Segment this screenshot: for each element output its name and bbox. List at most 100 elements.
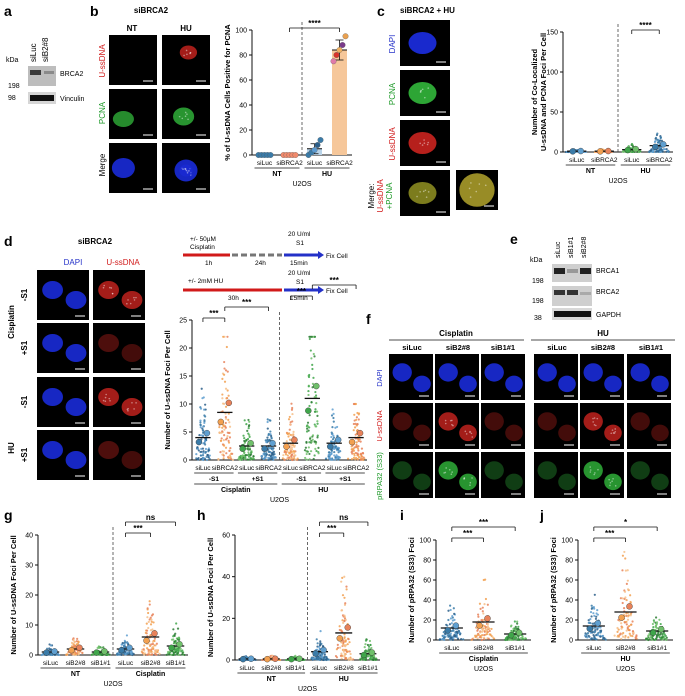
nuclear-focus bbox=[427, 87, 430, 89]
microscopy-tile bbox=[534, 403, 578, 449]
data-point bbox=[341, 619, 344, 622]
data-point bbox=[442, 630, 445, 634]
data-point bbox=[620, 622, 623, 625]
data-point bbox=[316, 658, 319, 661]
data-point bbox=[343, 637, 346, 640]
data-point bbox=[343, 652, 346, 656]
cell-nucleus bbox=[537, 461, 557, 480]
data-point bbox=[344, 618, 347, 622]
x-tick-label: siBRCA2 bbox=[212, 465, 239, 472]
data-point bbox=[336, 425, 339, 429]
x-tick-label: siBRCA2 bbox=[343, 465, 370, 472]
nuclear-focus bbox=[133, 299, 136, 301]
cell-nucleus bbox=[651, 375, 669, 393]
data-point bbox=[597, 631, 600, 634]
data-point bbox=[658, 149, 661, 152]
data-point bbox=[203, 440, 207, 443]
data-point bbox=[75, 640, 78, 643]
data-point bbox=[293, 444, 296, 447]
y-axis-label: Number of pRPA32 (S33) Foci bbox=[407, 537, 416, 643]
nuclear-focus bbox=[133, 296, 135, 299]
cell-nucleus bbox=[179, 164, 193, 177]
replicate-mean bbox=[618, 614, 625, 621]
nuclear-focus bbox=[443, 472, 445, 474]
replicate-mean bbox=[577, 147, 584, 155]
data-point bbox=[207, 447, 210, 450]
data-point bbox=[224, 415, 227, 419]
data-point bbox=[305, 452, 308, 456]
blot-band bbox=[580, 292, 591, 295]
data-point bbox=[296, 457, 299, 460]
panel-label-g: g bbox=[4, 507, 13, 523]
y-tick-label: 10 bbox=[25, 623, 33, 630]
data-point bbox=[665, 148, 668, 151]
data-point bbox=[510, 624, 513, 627]
data-point bbox=[330, 453, 333, 456]
nuclear-focus bbox=[597, 468, 599, 471]
data-point bbox=[601, 634, 605, 637]
data-point bbox=[339, 42, 346, 48]
data-point bbox=[222, 402, 226, 405]
nuclear-focus bbox=[184, 167, 187, 170]
replicate-mean bbox=[261, 445, 268, 452]
data-point bbox=[271, 448, 274, 451]
data-point bbox=[222, 444, 226, 447]
nuclear-focus bbox=[469, 484, 471, 486]
merge-label: U-ssDNA bbox=[376, 179, 385, 213]
data-point bbox=[337, 456, 340, 459]
data-point bbox=[222, 457, 225, 460]
data-point bbox=[222, 438, 225, 442]
data-point bbox=[311, 367, 314, 371]
x-tick-label: siLuc bbox=[312, 665, 328, 672]
schematic-text: 15min bbox=[290, 295, 308, 302]
nuclear-focus bbox=[614, 428, 617, 430]
replicate-mean bbox=[264, 655, 271, 663]
data-point bbox=[242, 434, 245, 437]
data-point bbox=[272, 453, 275, 456]
data-point bbox=[451, 638, 455, 641]
data-point bbox=[346, 650, 350, 653]
data-point bbox=[353, 413, 356, 416]
data-point bbox=[249, 451, 253, 454]
replicate-mean bbox=[93, 649, 100, 656]
data-point bbox=[145, 622, 148, 625]
data-point bbox=[204, 447, 208, 451]
data-point bbox=[291, 433, 294, 436]
data-point bbox=[117, 652, 120, 655]
nuclear-focus bbox=[184, 115, 187, 118]
data-point bbox=[260, 454, 264, 458]
data-point bbox=[243, 439, 246, 443]
nuclear-focus bbox=[444, 471, 447, 474]
data-point bbox=[629, 614, 632, 617]
data-point bbox=[656, 150, 660, 153]
data-point bbox=[174, 632, 177, 635]
panel-label-i: i bbox=[400, 507, 404, 523]
x-tick-label: siB2#8 bbox=[141, 660, 161, 667]
data-point bbox=[595, 615, 598, 618]
nuclear-focus bbox=[186, 53, 188, 56]
data-point bbox=[366, 643, 370, 647]
data-point bbox=[448, 623, 452, 626]
data-point bbox=[224, 421, 227, 425]
data-point bbox=[626, 569, 629, 572]
data-point bbox=[247, 451, 250, 454]
nuclear-focus bbox=[445, 467, 447, 469]
data-point bbox=[240, 456, 243, 459]
data-point bbox=[661, 638, 664, 641]
data-point bbox=[360, 447, 364, 450]
panel-label-c: c bbox=[377, 3, 385, 19]
data-point bbox=[310, 335, 313, 338]
data-point bbox=[589, 618, 592, 621]
data-point bbox=[245, 453, 249, 457]
cell-nucleus bbox=[459, 173, 495, 207]
replicate-mean bbox=[515, 629, 523, 636]
column-label: siLuc bbox=[402, 343, 422, 352]
data-point bbox=[449, 604, 452, 607]
group-label: Cisplatin bbox=[221, 487, 251, 494]
data-point bbox=[345, 588, 348, 591]
y-tick-label: 20 bbox=[222, 616, 230, 623]
y-tick-label: 150 bbox=[546, 30, 558, 37]
x-tick-label: siBRCA2 bbox=[255, 465, 282, 472]
column-label: DAPI bbox=[64, 258, 83, 267]
data-point bbox=[655, 150, 658, 153]
